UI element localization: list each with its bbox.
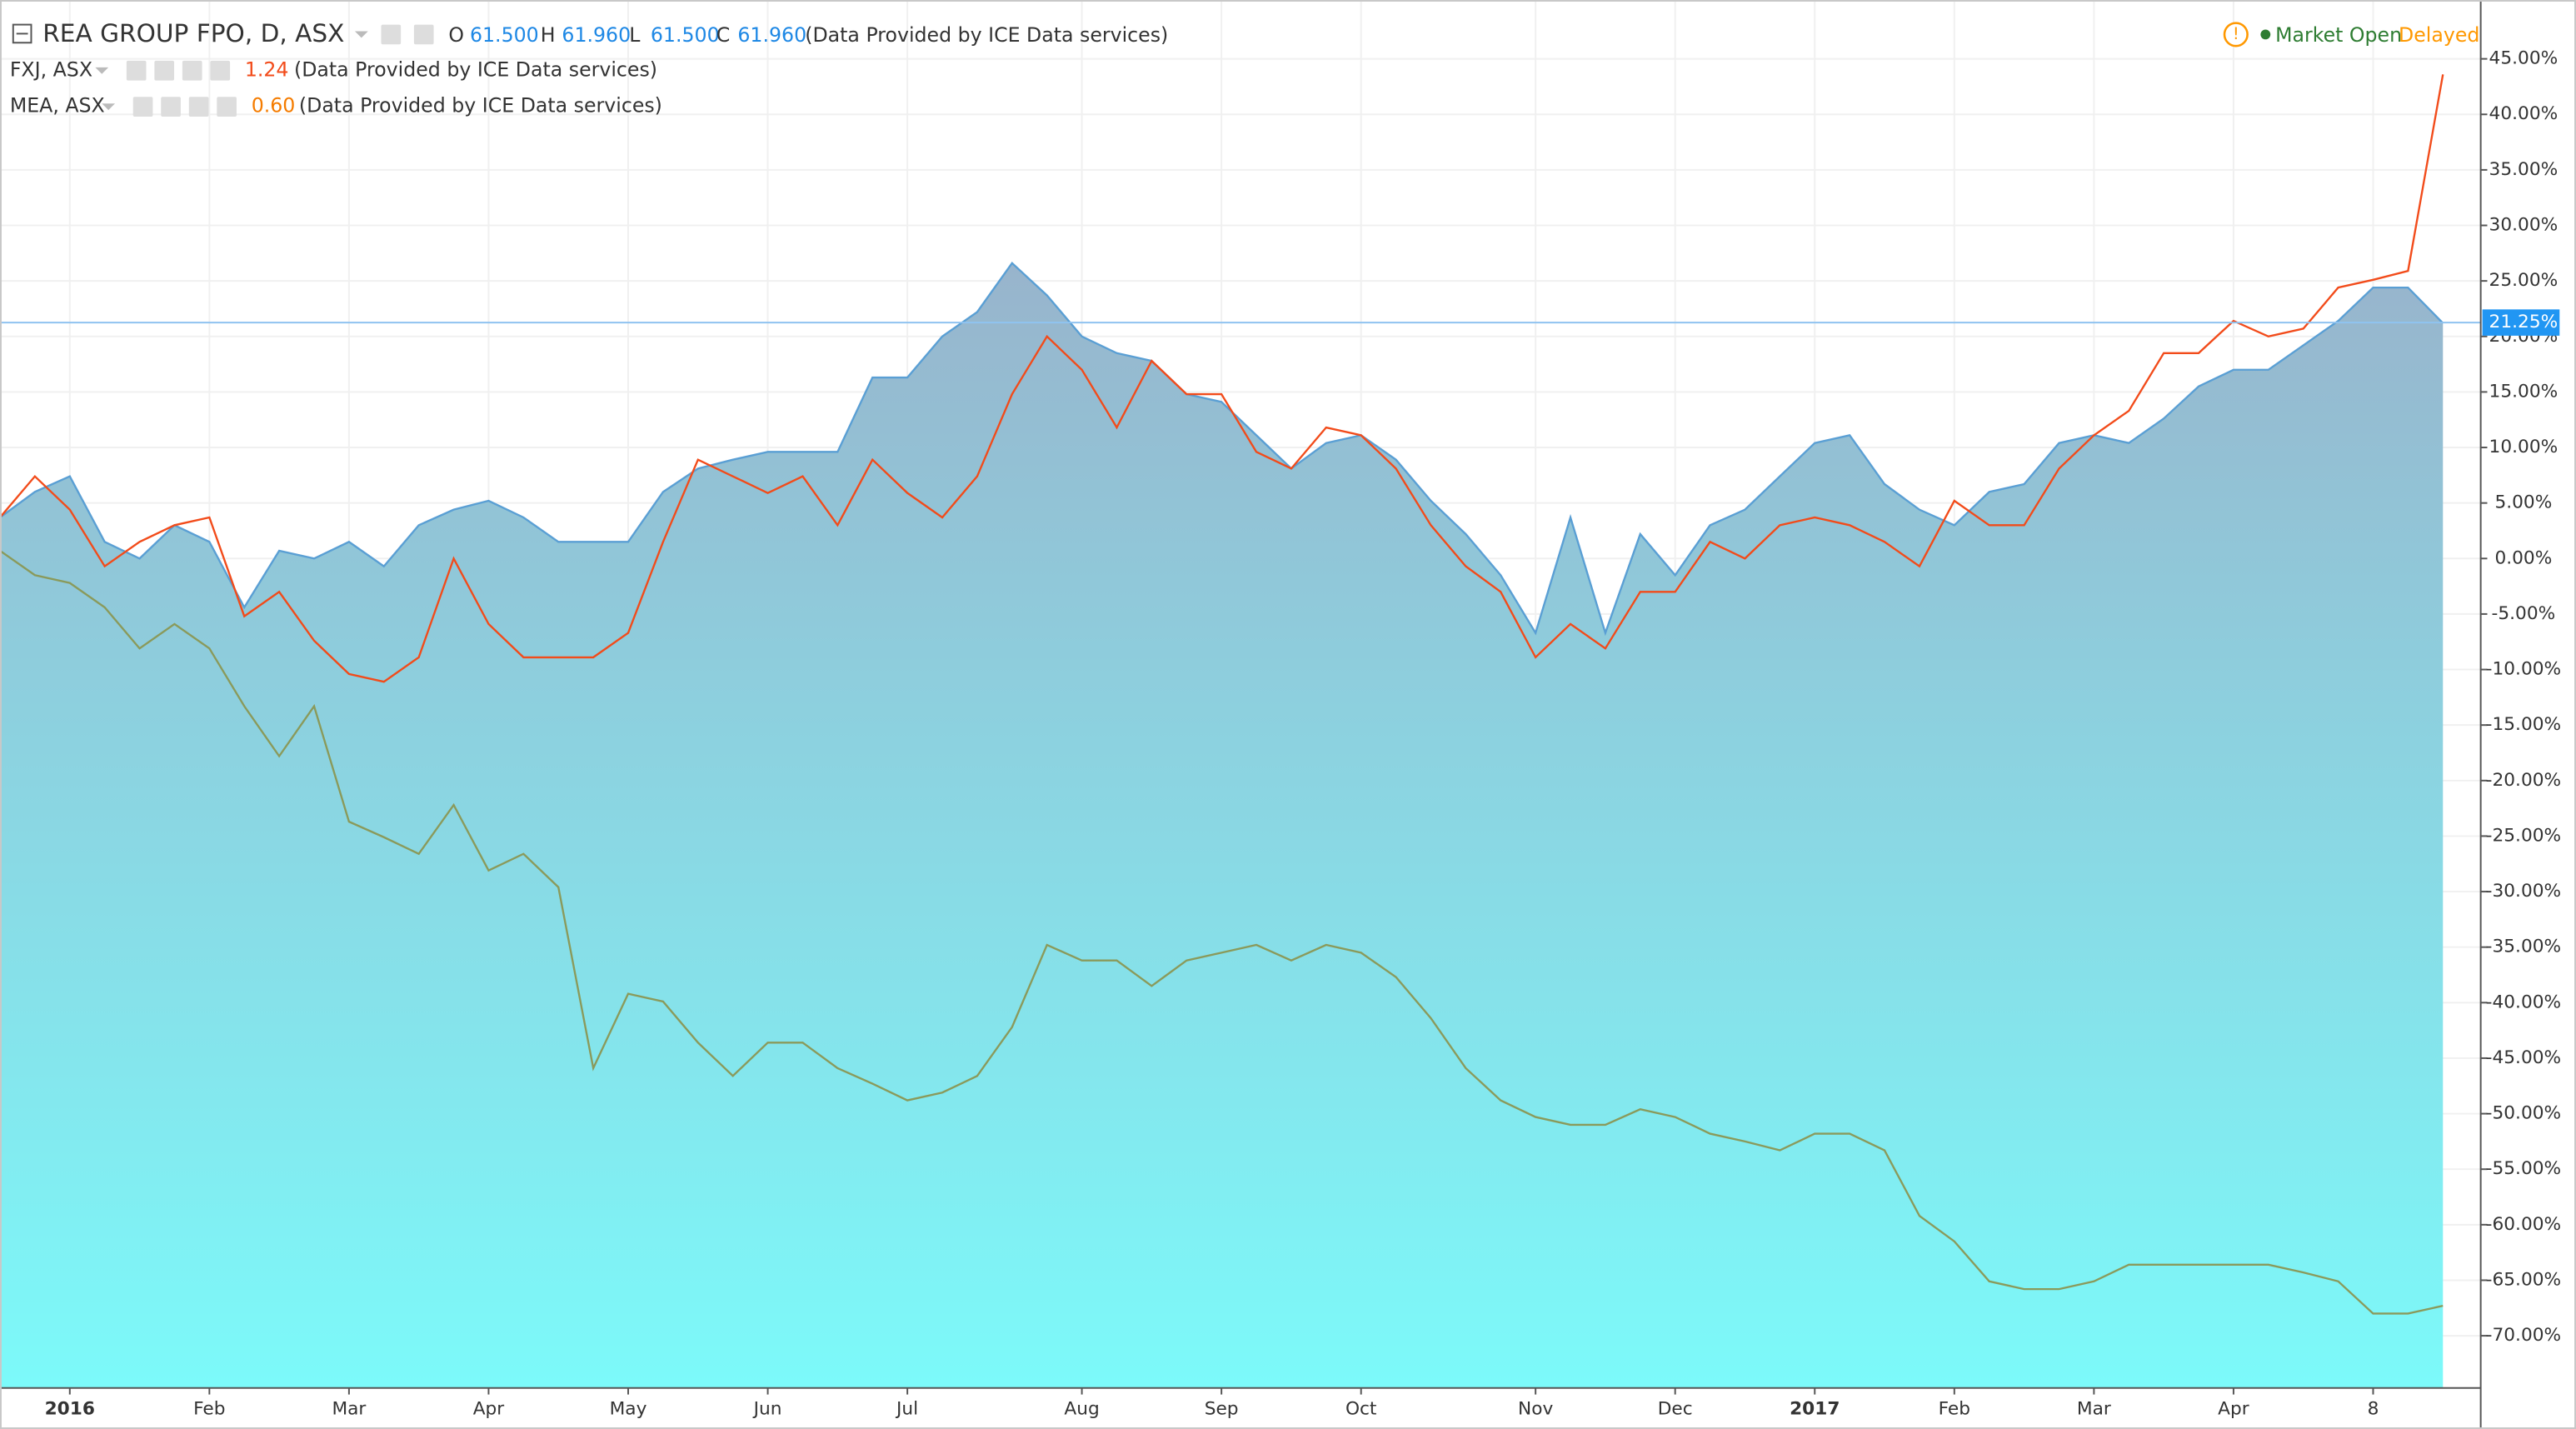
- dropdown: [95, 67, 109, 74]
- y-tick-label: 25.00%: [2489, 270, 2559, 291]
- status-icon: [2223, 22, 2249, 47]
- legend-value: 1.24: [245, 57, 289, 81]
- data-source: (Data Provided by ICE Data services): [299, 94, 662, 117]
- y-tick-label: -35.00%: [2486, 937, 2561, 957]
- x-tick-label: Nov: [1518, 1398, 1553, 1419]
- y-tick-label: -40.00%: [2486, 992, 2561, 1012]
- y-tick-label: -45.00%: [2486, 1047, 2561, 1068]
- legend-icon: [188, 97, 209, 117]
- x-tick-label: Aug: [1064, 1398, 1099, 1419]
- x-tick-label: Feb: [1939, 1398, 1970, 1419]
- settings-icon: [381, 24, 402, 45]
- y-tick-label: 10.00%: [2489, 437, 2559, 457]
- settings-icon: [413, 24, 434, 45]
- y-tick-label: -65.00%: [2486, 1269, 2561, 1290]
- y-tick-label: 0.00%: [2494, 547, 2552, 568]
- y-tick-label: 40.00%: [2489, 103, 2559, 124]
- legend-name: FXJ, ASX: [10, 57, 92, 81]
- y-tick-label: -25.00%: [2486, 825, 2561, 846]
- x-tick-label: Jun: [752, 1398, 782, 1419]
- x-tick-label: Sep: [1205, 1398, 1239, 1419]
- legend-icon: [217, 97, 237, 117]
- area-line: [0, 262, 2444, 637]
- delay-status: Delayed: [2399, 23, 2479, 47]
- x-tick-label: Mar: [332, 1398, 366, 1419]
- market-dot: [2260, 29, 2271, 40]
- y-tick-label: 5.00%: [2494, 492, 2552, 513]
- x-tick-label: Oct: [1345, 1398, 1376, 1419]
- main-symbol: REA GROUP FPO, D, ASX: [42, 19, 344, 47]
- ohlc-value: 61.960: [562, 23, 631, 47]
- legend-icon: [154, 60, 175, 81]
- legend-icon: [126, 60, 147, 81]
- ohlc-key: C: [716, 23, 731, 47]
- y-tick-label: -30.00%: [2486, 881, 2561, 902]
- legend-icon: [161, 97, 181, 117]
- x-tick-label: 2016: [45, 1398, 95, 1419]
- y-tick-label: -15.00%: [2486, 714, 2561, 735]
- ohlc-value: 61.500: [651, 23, 720, 47]
- legend-icon: [132, 97, 153, 117]
- dropdown: [354, 31, 368, 38]
- y-tick-label: -5.00%: [2492, 603, 2556, 624]
- ohlc-value: 61.960: [737, 23, 806, 47]
- y-tick-label: 35.00%: [2489, 159, 2559, 180]
- y-tick-label: -50.00%: [2486, 1103, 2561, 1124]
- legend-name: MEA, ASX: [10, 94, 105, 117]
- x-tick-label: 8: [2368, 1398, 2379, 1419]
- legend-icon: [182, 60, 202, 81]
- y-tick-label: -60.00%: [2486, 1214, 2561, 1235]
- legend-icon: [210, 60, 231, 81]
- y-tick-label: -10.00%: [2486, 659, 2561, 680]
- y-tick-label: 45.00%: [2489, 48, 2559, 69]
- x-tick-label: Apr: [2218, 1398, 2249, 1419]
- x-tick-label: Apr: [473, 1398, 505, 1419]
- x-tick-label: 2017: [1790, 1398, 1840, 1419]
- legend-value: 0.60: [252, 94, 296, 117]
- area-fill: [0, 262, 2444, 1388]
- x-tick-label: Mar: [2077, 1398, 2111, 1419]
- y-tick-label: 15.00%: [2489, 381, 2559, 402]
- last-value-box: [2482, 309, 2560, 336]
- series-line: [0, 74, 2444, 683]
- data-source: (Data Provided by ICE Data services): [294, 57, 657, 81]
- ohlc-key: L: [629, 23, 641, 47]
- y-tick-label: -70.00%: [2486, 1325, 2561, 1346]
- y-tick-label: 30.00%: [2489, 215, 2559, 236]
- y-tick-label: -55.00%: [2486, 1158, 2561, 1179]
- data-source: (Data Provided by ICE Data services): [805, 23, 1168, 47]
- x-tick-label: Dec: [1658, 1398, 1693, 1419]
- ohlc-key: O: [448, 23, 464, 47]
- x-tick-label: Feb: [193, 1398, 225, 1419]
- x-tick-label: May: [610, 1398, 647, 1419]
- dropdown: [102, 103, 116, 111]
- ohlc-value: 61.500: [470, 23, 539, 47]
- series-line: [0, 549, 2444, 1315]
- x-tick-label: Jul: [895, 1398, 918, 1419]
- status-icon-text: !: [2233, 24, 2239, 43]
- last-value-label: 21.25%: [2489, 312, 2559, 332]
- y-tick-label: -20.00%: [2486, 770, 2561, 791]
- ohlc-key: H: [541, 23, 556, 47]
- market-status: Market Open: [2275, 23, 2402, 47]
